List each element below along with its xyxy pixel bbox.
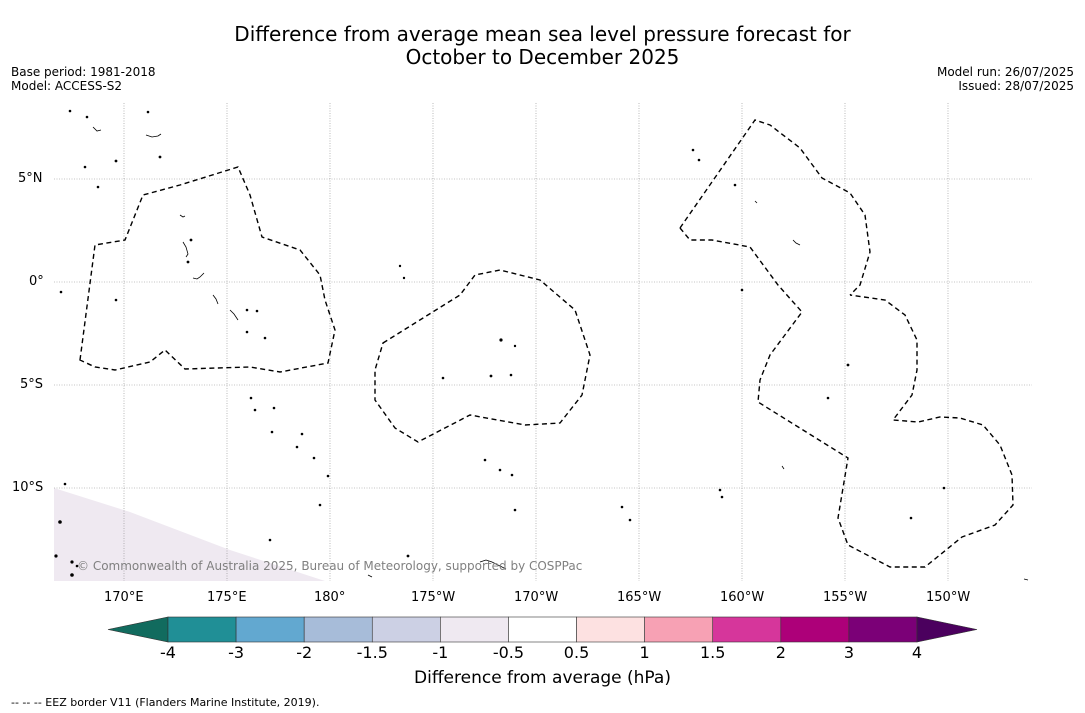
- shaded-anomaly-region: [54, 488, 325, 581]
- lat-label-10s: 10°S: [12, 480, 44, 495]
- eez-legend-note: -- -- -- EEZ border V11 (Flanders Marine…: [11, 696, 320, 709]
- colorbar-tick-label: -4: [160, 643, 176, 662]
- lon-label-150w: 150°W: [926, 590, 971, 605]
- colorbar-extend-high: [916, 616, 978, 643]
- base-period-label: Base period: 1981-2018: [11, 65, 156, 79]
- colorbar-segment: [303, 616, 373, 643]
- colorbar-segment: [848, 616, 918, 643]
- colorbar-tick-label: 0.5: [563, 643, 590, 662]
- colorbar-tick-label: 1: [639, 643, 650, 662]
- colorbar-segment: [440, 616, 509, 643]
- lon-label-175w: 175°W: [411, 590, 456, 605]
- lat-label-5s: 5°S: [20, 377, 44, 392]
- colorbar-segments: [107, 616, 978, 643]
- colorbar-tick-label: -1.5: [356, 643, 388, 662]
- colorbar-segment: [508, 616, 577, 643]
- eez-border-west: [79, 166, 336, 373]
- colorbar-tick-label: 4: [911, 643, 923, 662]
- eez-border-central: [374, 269, 591, 443]
- model-label: Model: ACCESS-S2: [11, 79, 123, 93]
- colorbar-segment: [780, 616, 850, 643]
- colorbar-segment: [712, 616, 782, 643]
- colorbar-segment: [576, 616, 645, 643]
- colorbar-tick-label: 1.5: [699, 643, 726, 662]
- lon-label-165w: 165°W: [617, 590, 662, 605]
- lon-label-160w: 160°W: [720, 590, 765, 605]
- eez-borders: [79, 119, 1014, 568]
- lon-label-155w: 155°W: [823, 590, 868, 605]
- model-run-label: Model run: 26/07/2025: [936, 65, 1074, 79]
- eez-border-east-north: [679, 119, 871, 296]
- lon-label-170e: 170°E: [104, 590, 144, 605]
- colorbar-tick-label: -3: [228, 643, 245, 662]
- colorbar-segment: [644, 616, 714, 643]
- lat-label-5n: 5°N: [18, 171, 43, 186]
- eez-border-east-south: [679, 227, 1014, 568]
- lon-label-170w: 170°W: [514, 590, 559, 605]
- colorbar: [107, 616, 978, 643]
- colorbar-tick-label: 3: [843, 643, 854, 662]
- islands: [54, 109, 1029, 581]
- colorbar-segment: [371, 616, 441, 643]
- lat-label-0: 0°: [29, 274, 44, 289]
- colorbar-segment: [235, 616, 305, 643]
- colorbar-title: Difference from average (hPa): [414, 668, 671, 688]
- colorbar-tick-label: -1: [432, 643, 449, 662]
- colorbar-tick-label: -2: [296, 643, 313, 662]
- meta-left: Base period: 1981-2018 Model: ACCESS-S2: [11, 65, 156, 93]
- map-title-line-2: October to December 2025: [405, 45, 680, 69]
- colorbar-segment: [167, 616, 237, 643]
- lon-label-175e: 175°E: [207, 590, 247, 605]
- lon-label-180: 180°: [314, 590, 346, 605]
- colorbar-tick-label: -0.5: [492, 643, 525, 662]
- map-title-line-1: Difference from average mean sea level p…: [234, 22, 851, 46]
- meta-right: Model run: 26/07/2025 Issued: 28/07/2025: [937, 65, 1074, 93]
- colorbar-tick-label: 2: [775, 643, 786, 662]
- colorbar-extend-low: [107, 616, 169, 643]
- copyright-text: © Commonwealth of Australia 2025, Bureau…: [77, 559, 583, 573]
- issued-label: Issued: 28/07/2025: [958, 79, 1074, 93]
- gridlines: [54, 103, 1032, 581]
